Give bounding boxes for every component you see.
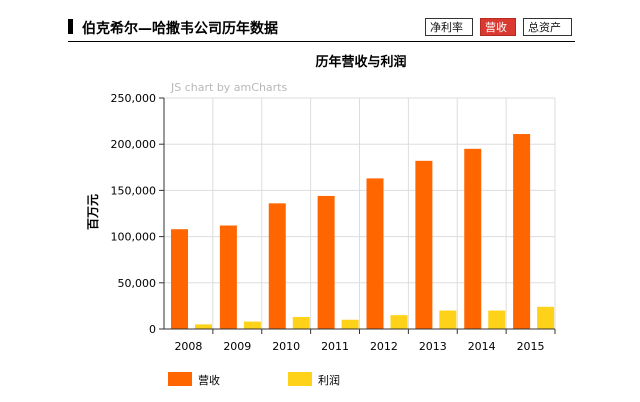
revenue-bar-2013 (415, 160, 433, 329)
y-tick-label: 150,000 (111, 184, 157, 197)
x-tick-label: 2014 (468, 340, 496, 353)
legend-label-revenue: 营收 (198, 373, 220, 387)
legend-swatch-revenue (168, 372, 192, 386)
chart-title: 历年营收与利润 (315, 54, 406, 70)
revenue-bar-2015 (513, 134, 531, 329)
revenue-bar-2012 (366, 178, 384, 329)
x-tick-label: 2013 (419, 340, 447, 353)
y-tick-label: 200,000 (111, 138, 157, 151)
y-axis-label: 百万元 (86, 194, 100, 230)
y-tick-label: 100,000 (111, 231, 157, 244)
x-tick-label: 2011 (321, 340, 349, 353)
y-tick-label: 0 (149, 323, 156, 336)
revenue-bar-2008 (171, 229, 188, 329)
y-tick-label: 250,000 (111, 92, 157, 105)
profit-bar-2010 (292, 316, 310, 329)
legend-label-profit: 利润 (318, 373, 340, 387)
profit-bar-2015 (537, 306, 555, 329)
page-title: 伯克希尔—哈撒韦公司历年数据 (82, 21, 278, 37)
legend: 营收 利润 (168, 372, 340, 387)
title-marker (68, 19, 73, 34)
x-tick-label: 2008 (174, 340, 202, 353)
legend-swatch-profit (288, 372, 312, 386)
watermark: JS chart by amCharts (170, 81, 287, 94)
tab-total-assets[interactable]: 总资产 (523, 18, 572, 36)
revenue-bar-2011 (317, 195, 335, 329)
profit-bar-2014 (488, 310, 506, 329)
profit-bar-2013 (439, 310, 457, 329)
profit-bar-2012 (390, 315, 408, 329)
x-tick-label: 2012 (370, 340, 398, 353)
x-tick-label: 2009 (223, 340, 251, 353)
y-tick-label: 50,000 (118, 277, 157, 290)
revenue-bar-2010 (268, 203, 286, 329)
tab-revenue[interactable]: 营收 (480, 18, 516, 36)
axes: 0 50,000 100,000 150,000 200,000 250,000 2008 2… (111, 92, 556, 353)
tab-net-margin[interactable]: 净利率 (425, 18, 473, 36)
x-tick-label: 2010 (272, 340, 300, 353)
profit-bar-2009 (243, 321, 261, 329)
revenue-bar-2014 (464, 148, 482, 329)
x-tick-label: 2015 (517, 340, 545, 353)
profit-bar-2011 (341, 319, 359, 329)
revenue-bar-2009 (219, 225, 237, 329)
profit-bar-2008 (195, 324, 212, 329)
bars (171, 134, 555, 329)
header-bar: 伯克希尔—哈撒韦公司历年数据 净利率 营收 总资产 (68, 13, 575, 42)
